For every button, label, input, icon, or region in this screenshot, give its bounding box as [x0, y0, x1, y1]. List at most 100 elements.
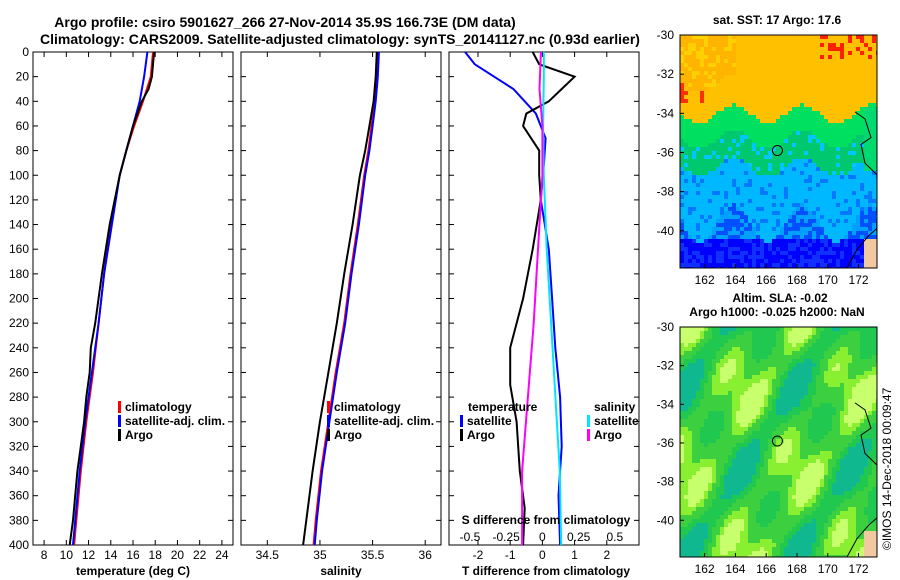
map-cell — [780, 239, 784, 243]
map-cell — [712, 227, 716, 231]
map-cell — [796, 263, 800, 267]
map-cell — [852, 335, 856, 339]
map-cell — [724, 235, 728, 239]
map-cell — [680, 183, 684, 187]
map-cell — [712, 199, 716, 203]
map-cell — [764, 91, 768, 95]
map-cell — [756, 239, 760, 243]
map-cell — [772, 255, 776, 259]
map-cell — [728, 127, 732, 131]
map-cell — [832, 99, 836, 103]
map-cell — [700, 119, 704, 123]
map-cell — [776, 259, 780, 263]
x-tick-label: 18 — [149, 548, 163, 562]
map-cell — [720, 239, 724, 243]
map-cell — [700, 451, 704, 455]
map-cell — [748, 87, 752, 91]
map-cell — [832, 219, 836, 223]
map-cell — [776, 39, 780, 43]
map-cell — [680, 51, 684, 55]
map-cell — [692, 199, 696, 203]
map-cell — [808, 335, 812, 339]
map-cell — [792, 419, 796, 423]
map-cell — [868, 327, 872, 331]
map-cell — [860, 411, 864, 415]
map-cell — [728, 255, 732, 259]
map-cell — [820, 359, 824, 363]
map-cell — [724, 343, 728, 347]
map-cell — [760, 379, 764, 383]
map-cell — [776, 327, 780, 331]
map-cell — [832, 103, 836, 107]
map-cell — [696, 123, 700, 127]
map-cell — [692, 179, 696, 183]
map-cell — [812, 199, 816, 203]
map-cell — [816, 251, 820, 255]
map-cell — [864, 159, 868, 163]
map-cell — [716, 219, 720, 223]
map-cell — [812, 431, 816, 435]
map-cell — [844, 439, 848, 443]
map-cell — [756, 363, 760, 367]
map-cell — [748, 339, 752, 343]
map-cell — [864, 263, 868, 267]
map-cell — [680, 191, 684, 195]
map-cell — [788, 223, 792, 227]
map-cell — [732, 127, 736, 131]
map-cell — [808, 59, 812, 63]
map-cell — [772, 351, 776, 355]
map-cell — [688, 247, 692, 251]
map-cell — [700, 391, 704, 395]
map-cell — [680, 63, 684, 67]
map-cell — [844, 455, 848, 459]
map-cell — [780, 431, 784, 435]
map-cell — [748, 115, 752, 119]
map-cell — [724, 263, 728, 267]
map-cell — [700, 163, 704, 167]
map-cell — [736, 243, 740, 247]
map-cell — [692, 355, 696, 359]
map-cell — [744, 351, 748, 355]
map-cell — [764, 411, 768, 415]
map-cell — [756, 111, 760, 115]
map-cell — [740, 191, 744, 195]
map-cell — [856, 247, 860, 251]
map-cell — [700, 347, 704, 351]
map-cell — [692, 79, 696, 83]
map-cell — [840, 123, 844, 127]
map-cell — [772, 243, 776, 247]
map-cell — [848, 55, 852, 59]
map-cell — [804, 411, 808, 415]
map-cell — [812, 387, 816, 391]
map-cell — [744, 111, 748, 115]
map-cell — [840, 211, 844, 215]
map-cell — [740, 263, 744, 267]
map-cell — [724, 99, 728, 103]
map-cell — [688, 331, 692, 335]
map-cell — [780, 343, 784, 347]
map-cell — [680, 79, 684, 83]
map-cell — [748, 195, 752, 199]
map-cell — [720, 155, 724, 159]
map-cell — [756, 455, 760, 459]
map-cell — [728, 131, 732, 135]
map-cell — [732, 423, 736, 427]
map-cell — [696, 171, 700, 175]
map-cell — [780, 47, 784, 51]
map-cell — [692, 431, 696, 435]
map-cell — [808, 179, 812, 183]
map-cell — [724, 79, 728, 83]
map-cell — [788, 83, 792, 87]
map-cell — [720, 163, 724, 167]
map-cell — [816, 467, 820, 471]
map-cell — [756, 35, 760, 39]
map-cell — [700, 371, 704, 375]
map-cell — [848, 399, 852, 403]
map-cell — [736, 151, 740, 155]
map-cell — [724, 179, 728, 183]
map-cell — [760, 239, 764, 243]
map-cell — [724, 359, 728, 363]
map-cell — [720, 255, 724, 259]
map-cell — [708, 379, 712, 383]
map-cell — [784, 167, 788, 171]
